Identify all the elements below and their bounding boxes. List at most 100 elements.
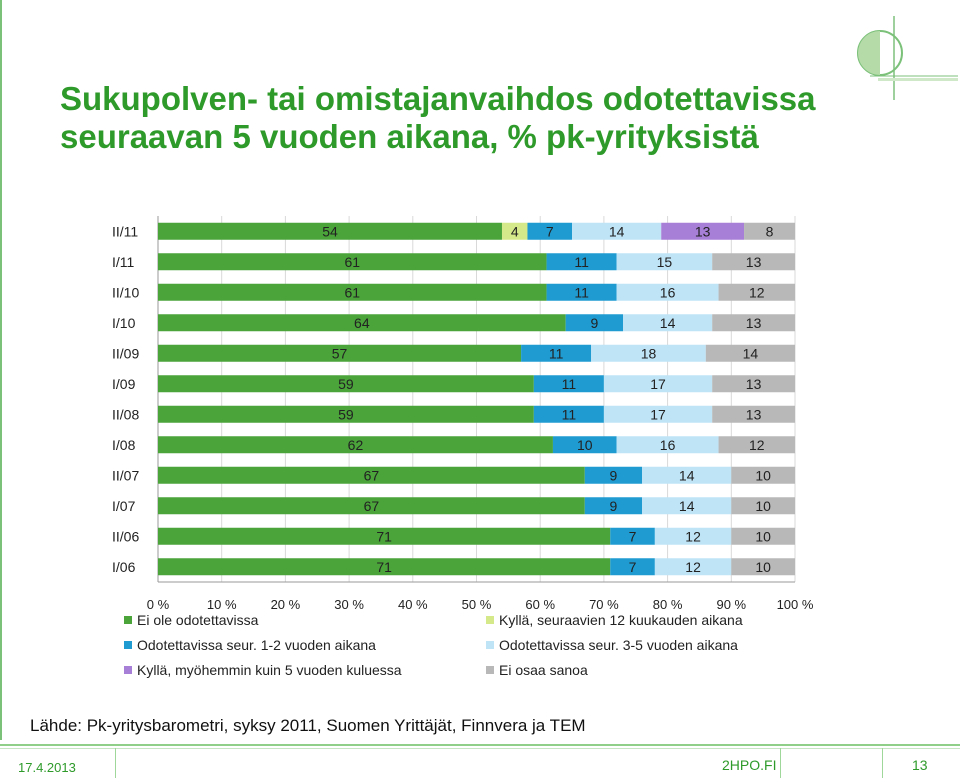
legend-label: Odotettavissa seur. 1-2 vuoden aikana [137, 637, 376, 653]
data-label: 67 [364, 498, 380, 514]
legend-item: Odotettavissa seur. 3-5 vuoden aikana [486, 637, 738, 653]
data-label: 67 [364, 467, 380, 483]
bar-segment [158, 283, 547, 301]
x-tick-label: 80 % [653, 597, 683, 612]
bar-segment [521, 344, 592, 362]
bar-segment [731, 497, 795, 515]
y-tick-label: I/08 [112, 437, 136, 453]
bar-segment [623, 314, 713, 332]
data-label: 13 [746, 376, 762, 392]
company-logo [857, 16, 958, 100]
data-label: 13 [695, 223, 711, 239]
bar-segment [158, 405, 534, 423]
data-label: 12 [685, 528, 701, 544]
legend-swatch [124, 666, 132, 674]
x-tick-label: 90 % [716, 597, 746, 612]
bar-segment [610, 527, 655, 545]
data-label: 17 [650, 376, 666, 392]
x-tick-label: 100 % [777, 597, 814, 612]
bar-segment [565, 314, 624, 332]
bar-segment [546, 283, 617, 301]
source-note: Lähde: Pk-yritysbarometri, syksy 2011, S… [30, 716, 586, 735]
data-label: 18 [641, 345, 657, 361]
bar-segment [718, 436, 795, 454]
bar-segment [527, 222, 573, 240]
bar-segment [616, 436, 719, 454]
data-label: 12 [685, 559, 701, 575]
y-tick-label: II/08 [112, 406, 139, 422]
bar-segment [654, 527, 732, 545]
data-label: 13 [746, 254, 762, 270]
bar-segment [584, 497, 643, 515]
data-label: 57 [332, 345, 348, 361]
bar-segment [501, 222, 528, 240]
bar-segment [546, 253, 617, 271]
bar-segment [712, 405, 795, 423]
chart-legend: Ei ole odotettavissa Kyllä, seuraavien 12… [124, 612, 824, 682]
bar-segment [584, 466, 643, 484]
data-label: 15 [657, 254, 673, 270]
data-label: 71 [376, 528, 392, 544]
legend-label: Ei ole odotettavissa [137, 612, 259, 628]
data-label: 11 [549, 345, 564, 361]
bar-segment [661, 222, 745, 240]
bar-segment [616, 253, 713, 271]
bar-segment [744, 222, 795, 240]
data-label: 17 [650, 406, 666, 422]
bar-segment [158, 344, 522, 362]
bar-segment [158, 497, 585, 515]
data-label: 7 [629, 528, 637, 544]
data-label: 11 [574, 284, 589, 300]
y-tick-label: I/10 [112, 315, 136, 331]
data-label: 61 [344, 254, 360, 270]
bar-segment [712, 314, 795, 332]
data-label: 16 [660, 284, 676, 300]
data-label: 61 [344, 284, 360, 300]
bar-segment [552, 436, 617, 454]
data-label: 10 [755, 559, 771, 575]
bar-segment [591, 344, 706, 362]
bar-segment [610, 558, 655, 576]
bar-segment [158, 466, 585, 484]
legend-swatch [124, 616, 132, 624]
footer-site-link[interactable]: 2HPO.FI [722, 757, 777, 773]
footer-separator [780, 748, 781, 778]
stacked-bar-chart: 0 % 10 % 20 % 30 % 40 % 50 % 60 % 70 % 80 % 90 % 1… [112, 216, 814, 612]
footer-divider-thin [0, 748, 960, 749]
y-tick-label: II/06 [112, 528, 139, 544]
bar-segment [616, 283, 719, 301]
data-label: 9 [610, 498, 618, 514]
y-tick-label: II/09 [112, 345, 139, 361]
data-label: 16 [660, 437, 676, 453]
bar-segment [642, 466, 732, 484]
legend-item: Odotettavissa seur. 1-2 vuoden aikana [124, 637, 376, 653]
legend-label: Ei osaa sanoa [499, 662, 588, 678]
footer-divider [0, 744, 960, 746]
data-label: 54 [322, 223, 338, 239]
legend-label: Kyllä, seuraavien 12 kuukauden aikana [499, 612, 743, 628]
x-tick-label: 40 % [398, 597, 428, 612]
data-label: 11 [562, 376, 577, 392]
bar-segment [731, 558, 795, 576]
data-label: 4 [511, 223, 519, 239]
bar-segment [654, 558, 732, 576]
y-tick-label: II/10 [112, 284, 139, 300]
data-label: 10 [755, 467, 771, 483]
bar-segment [158, 375, 534, 393]
data-label: 13 [746, 406, 762, 422]
data-label: 8 [766, 223, 774, 239]
footer-date: 17.4.2013 [18, 760, 76, 775]
data-label: 71 [376, 559, 392, 575]
x-tick-label: 30 % [334, 597, 364, 612]
bar-segment [533, 375, 604, 393]
bar-segment [158, 222, 502, 240]
data-label: 11 [562, 406, 577, 422]
data-label: 10 [755, 528, 771, 544]
title-line-1: Sukupolven- tai omistajanvaihdos odotett… [60, 80, 816, 117]
bar-segment [712, 253, 795, 271]
x-tick-label: 70 % [589, 597, 619, 612]
data-label: 59 [338, 406, 354, 422]
page-title: Sukupolven- tai omistajanvaihdos odotett… [60, 80, 880, 156]
bar-segment [533, 405, 604, 423]
data-label: 10 [755, 498, 771, 514]
